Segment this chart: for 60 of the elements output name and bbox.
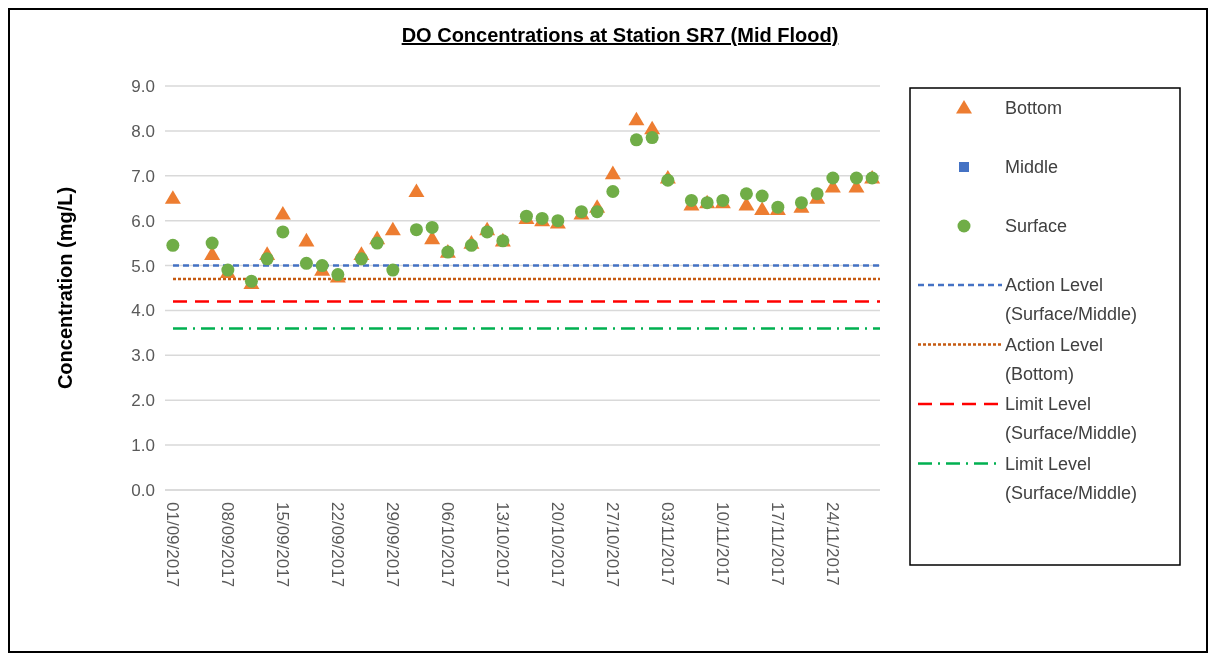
y-tick-label: 6.0: [131, 211, 155, 231]
point: [590, 205, 604, 219]
legend-label: Action Level (Surface/Middle): [1005, 275, 1138, 324]
point: [425, 220, 439, 234]
point: [299, 256, 313, 270]
point: [166, 238, 180, 252]
point: [276, 225, 290, 239]
y-tick-label: 9.0: [131, 77, 155, 96]
point: [739, 187, 753, 201]
point: [370, 236, 384, 250]
legend-label: Limit Level (Surface/Middle): [1005, 394, 1138, 443]
point: [606, 184, 620, 198]
point: [826, 171, 840, 185]
x-tick-label: 27/10/2017: [602, 502, 622, 588]
point: [298, 232, 315, 247]
y-tick-label: 5.0: [131, 256, 155, 276]
y-tick-label: 8.0: [131, 121, 155, 141]
y-tick-label: 7.0: [131, 166, 155, 186]
point: [354, 252, 368, 266]
point: [260, 252, 274, 266]
point: [480, 225, 494, 239]
point: [754, 201, 771, 216]
legend-label: Bottom: [1005, 98, 1063, 118]
y-tick-label: 3.0: [131, 346, 155, 366]
legend-label: Limit Level (Surface/Middle): [1005, 453, 1138, 503]
x-tick-label: 13/10/2017: [492, 502, 512, 588]
point: [274, 205, 291, 220]
x-tick-label: 15/09/2017: [272, 502, 292, 588]
y-tick-label: 4.0: [131, 301, 155, 321]
point: [684, 193, 698, 207]
point: [408, 183, 425, 198]
x-tick-label: 10/11/2017: [712, 502, 732, 586]
x-tick-label: 22/09/2017: [327, 502, 347, 588]
x-tick-label: 17/11/2017: [767, 502, 787, 586]
point: [849, 171, 863, 185]
point: [164, 190, 181, 204]
legend-label: Middle: [1005, 157, 1059, 177]
point: [604, 165, 621, 180]
x-tick-label: 01/09/2017: [162, 502, 182, 588]
x-tick-label: 24/11/2017: [822, 502, 842, 586]
y-axis-title: Concentration (mg/L): [54, 186, 76, 390]
y-tick-label: 2.0: [131, 391, 155, 411]
x-tick-label: 06/10/2017: [437, 502, 457, 588]
point: [384, 221, 401, 236]
legend-label: Surface: [1005, 216, 1068, 236]
point: [386, 263, 400, 277]
x-tick-label: 29/09/2017: [382, 502, 402, 588]
point: [629, 133, 643, 147]
point: [205, 236, 219, 250]
y-tick-label: 1.0: [131, 436, 155, 456]
point: [755, 189, 769, 203]
x-tick-label: 20/10/2017: [547, 502, 567, 588]
point: [628, 111, 645, 126]
point: [645, 131, 659, 145]
y-tick-label: 0.0: [131, 481, 155, 500]
legend-label: Action Level (Bottom): [1005, 334, 1104, 384]
point: [409, 223, 423, 237]
x-tick-label: 03/11/2017: [657, 502, 677, 586]
x-tick-label: 08/09/2017: [217, 502, 237, 588]
chart-title: DO Concentrations at Station SR7 (Mid Flood): [401, 24, 839, 46]
